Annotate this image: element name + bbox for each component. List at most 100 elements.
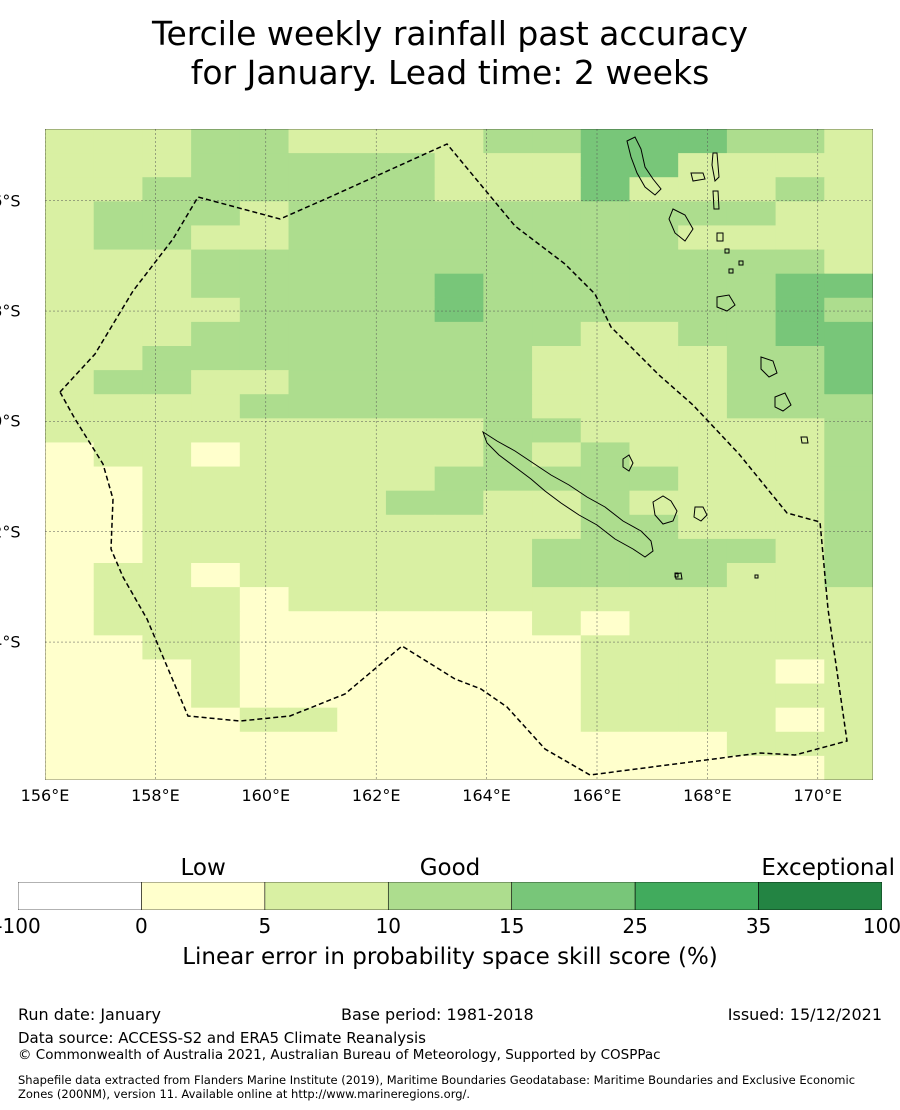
skill-cell — [775, 635, 825, 661]
skill-cell — [532, 129, 582, 154]
skill-cell — [385, 538, 436, 564]
longitude-tick-label: 156°E — [20, 786, 70, 805]
skill-cell — [191, 707, 241, 733]
skill-cell — [142, 249, 192, 275]
skill-cell — [288, 394, 338, 419]
skill-cell — [434, 731, 484, 757]
aneityum-coastline — [800, 436, 809, 444]
skill-cell — [434, 321, 484, 347]
skill-cell — [580, 466, 631, 492]
skill-cell — [726, 635, 777, 661]
skill-cell — [678, 755, 728, 780]
skill-cell — [93, 442, 144, 468]
latitude-tick-label: 16°S — [0, 191, 21, 211]
skill-cell — [580, 129, 631, 154]
skill-cell — [45, 466, 95, 492]
colorbar-tick-label: 25 — [622, 914, 648, 938]
skill-cell — [385, 490, 436, 516]
skill-cell — [824, 538, 873, 564]
skill-cell — [434, 249, 484, 275]
skill-cell — [337, 129, 387, 154]
lifou-coastline — [652, 495, 678, 525]
skill-cell — [726, 707, 777, 733]
skill-cell — [726, 683, 777, 709]
skill-cell — [824, 249, 873, 275]
skill-cell — [288, 611, 338, 636]
skill-map — [45, 129, 873, 780]
skill-cell — [580, 683, 631, 709]
skill-cell — [824, 129, 873, 154]
malekula-coastline — [668, 208, 694, 242]
skill-cell — [45, 683, 95, 709]
skill-cell — [337, 346, 387, 371]
shapefile-credit-line-2: Zones (200NM), version 11. Available onl… — [18, 1087, 471, 1101]
skill-cell — [385, 635, 436, 661]
skill-cell — [580, 346, 631, 371]
skill-cell — [483, 683, 533, 709]
skill-cell — [775, 297, 825, 323]
skill-cell — [775, 442, 825, 468]
skill-cell — [580, 635, 631, 661]
skill-cell — [191, 490, 241, 516]
skill-cell — [385, 177, 436, 202]
skill-cell — [629, 321, 679, 347]
gridlines — [45, 129, 873, 780]
skill-cell — [532, 731, 582, 757]
skill-cell — [191, 731, 241, 757]
skill-cell — [629, 442, 679, 468]
skill-cell — [824, 394, 873, 419]
skill-cell — [824, 346, 873, 371]
skill-cell — [532, 273, 582, 299]
skill-cell — [385, 394, 436, 419]
skill-cell — [678, 297, 728, 323]
skill-cell — [385, 731, 436, 757]
skill-cell — [142, 225, 192, 251]
skill-cell — [288, 201, 338, 227]
skill-cell — [629, 635, 679, 661]
skill-cell — [483, 514, 533, 540]
skill-cell — [45, 731, 95, 757]
skill-cell — [239, 611, 290, 636]
skill-cell — [239, 129, 290, 154]
skill-cell — [775, 659, 825, 685]
skill-cell — [629, 611, 679, 636]
skill-cell — [824, 611, 873, 636]
skill-cell — [288, 683, 338, 709]
skill-cell — [45, 635, 95, 661]
skill-cell — [824, 177, 873, 202]
skill-cell — [629, 346, 679, 371]
skill-cell — [726, 587, 777, 612]
skill-cell — [726, 201, 777, 227]
skill-cell — [45, 659, 95, 685]
skill-cell — [93, 370, 144, 395]
colorbar-swatch — [264, 881, 389, 911]
skill-cell — [580, 297, 631, 323]
skill-cell — [288, 538, 338, 564]
skill-cell — [191, 249, 241, 275]
skill-cell — [483, 563, 533, 588]
skill-cell — [239, 346, 290, 371]
skill-cell — [483, 129, 533, 154]
skill-cell — [678, 418, 728, 444]
skill-cell — [93, 466, 144, 492]
skill-cell — [142, 587, 192, 612]
skill-cell — [288, 587, 338, 612]
skill-cell — [385, 587, 436, 612]
longitude-tick-label: 170°E — [793, 786, 843, 805]
skill-cell — [532, 153, 582, 178]
skill-cell — [580, 418, 631, 444]
skill-cell — [629, 177, 679, 202]
skill-cell — [93, 587, 144, 612]
skill-cell — [580, 514, 631, 540]
skill-cell — [824, 370, 873, 395]
skill-cell — [483, 587, 533, 612]
skill-cell — [726, 755, 777, 780]
skill-cell — [239, 201, 290, 227]
skill-cell — [239, 563, 290, 588]
skill-cell — [93, 297, 144, 323]
eez-boundary — [59, 143, 848, 776]
skill-cell — [629, 731, 679, 757]
colorbar-category-label: Good — [419, 855, 481, 881]
islet-3 — [738, 260, 744, 266]
skill-cell — [434, 707, 484, 733]
